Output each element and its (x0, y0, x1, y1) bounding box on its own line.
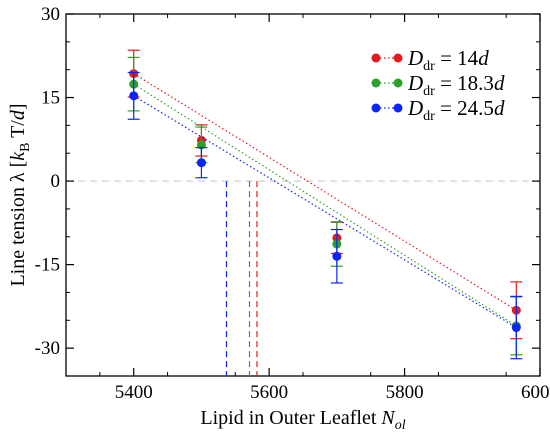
data-point (511, 323, 521, 333)
legend-label: Ddr = 18.3d (407, 71, 505, 99)
y-axis-label-k: k (7, 151, 29, 161)
y-axis-label-text: Line tension λ [ (7, 161, 29, 287)
x-tick-label: 5800 (386, 382, 424, 403)
x-tick-label: 6000 (521, 382, 550, 403)
legend-item-2: Ddr = 18.3d (371, 71, 505, 99)
y-tick-label: 0 (51, 171, 61, 192)
y-axis-label: Line tension λ [kB T/d] (7, 103, 33, 286)
y-tick-label: 30 (41, 4, 60, 25)
fit-line (133, 73, 517, 311)
legend-marker-left (371, 103, 381, 113)
fit-line (133, 83, 517, 327)
y-axis-label-tail: T/ (7, 120, 29, 143)
legend-marker-left (371, 78, 381, 88)
legend-label: Ddr = 24.5d (407, 96, 505, 124)
fit-line (133, 95, 517, 329)
y-tick-label: -15 (35, 255, 60, 276)
y-tick-label: 15 (41, 88, 60, 109)
x-axis-label-text: Lipid in Outer Leaflet (200, 407, 376, 429)
legend-marker-right (393, 103, 403, 113)
legend-marker-left (371, 53, 381, 63)
data-point (332, 251, 342, 261)
x-tick-label: 5600 (250, 382, 288, 403)
legend-label: Ddr = 14d (407, 46, 489, 74)
axis-layer: 5400 5600 5800 6000 -30 -15 0 15 30 (35, 4, 550, 403)
legend-marker-right (393, 78, 403, 88)
y-axis-label-sub: B (18, 143, 33, 152)
x-axis-label: Lipid in Outer Leaflet Nol (200, 407, 405, 433)
legend-item-3: Ddr = 24.5d (371, 96, 505, 124)
data-point (196, 158, 206, 168)
legend-marker-right (393, 53, 403, 63)
x-axis-label-symbol: N (380, 407, 396, 429)
x-axis-label-sub: ol (395, 418, 406, 433)
y-axis-label-close: ] (7, 103, 29, 110)
y-axis-label-d: d (7, 109, 29, 120)
data-point (129, 91, 139, 101)
series-3 (127, 71, 523, 376)
y-tick-label: -30 (35, 338, 60, 359)
legend-item-1: Ddr = 14d (371, 46, 489, 74)
plot-layer (66, 49, 540, 376)
x-tick-label: 5400 (115, 382, 153, 403)
